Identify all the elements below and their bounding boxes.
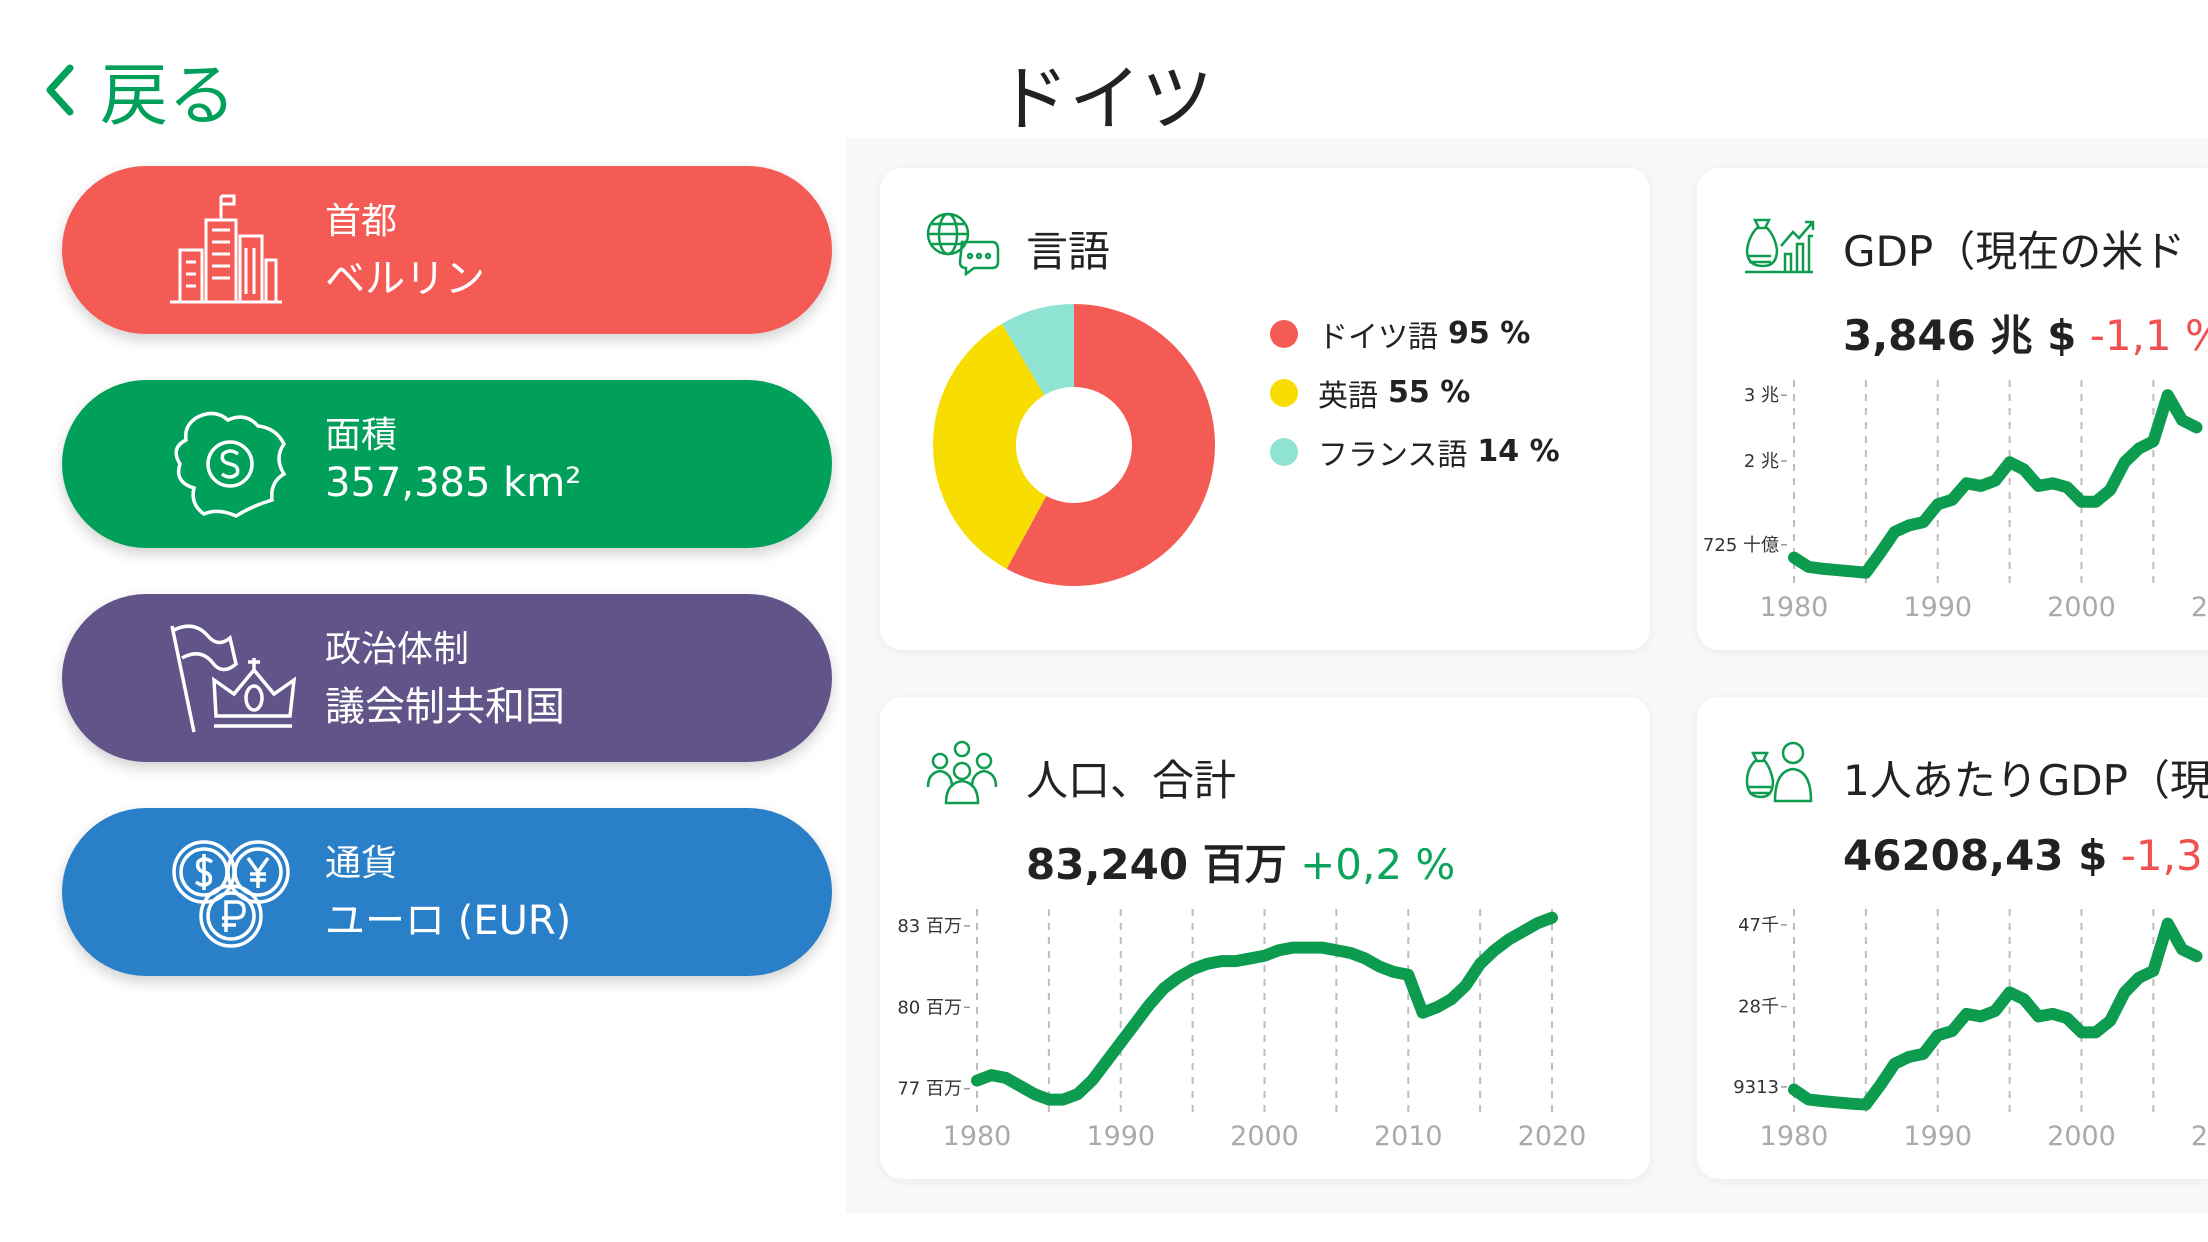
- line-chart: 1980 1990 2000 2010 725 十億 2 兆 3 兆: [1703, 380, 2208, 623]
- legend-label: ドイツ語: [1318, 319, 1438, 355]
- legend-swatch: [1270, 378, 1298, 407]
- y-tick-label: 3 兆: [1744, 385, 1779, 406]
- gdp-per-capita-icon: [1745, 741, 1813, 803]
- x-tick-label: 1990: [1086, 1121, 1155, 1152]
- headline-change: -1,3 %: [2120, 831, 2208, 880]
- legend-value: 14 %: [1477, 434, 1560, 469]
- fact-card: 政治体制 議会制共和国: [62, 594, 832, 762]
- x-tick-label: 2000: [2047, 1121, 2116, 1152]
- legend: ドイツ語 95 % 英語 55 % フランス語 14 %: [1270, 304, 1560, 481]
- fact-value: ベルリン: [325, 256, 485, 302]
- y-tick-label: 2 兆: [1744, 451, 1779, 472]
- x-tick-label: 1980: [1760, 592, 1829, 623]
- line-chart: 1980 1990 2000 2010 9313 28千 47千: [1733, 909, 2208, 1152]
- page-title: ドイツ: [0, 40, 2208, 145]
- card-title: 1人あたりGDP（現在: [1843, 756, 2208, 805]
- area-icon: [174, 411, 287, 518]
- legend-item: フランス語 14 %: [1270, 422, 1560, 481]
- card-title: GDP（現在の米ド: [1843, 227, 2186, 276]
- pie-slice: [1001, 304, 1074, 396]
- back-chevron: [46, 64, 74, 115]
- card-title: 言語: [1026, 227, 1111, 276]
- legend-item: ドイツ語 95 %: [1270, 304, 1560, 363]
- government-icon: [170, 624, 296, 733]
- back-button[interactable]: 戻る: [44, 40, 236, 139]
- headline: 83,240 百万 +0,2 %: [1026, 831, 1455, 892]
- y-tick-label: 77 百万: [897, 1079, 962, 1100]
- fact-label: 政治体制: [325, 629, 470, 670]
- data-line: [1788, 389, 2203, 579]
- x-tick-label: 2000: [1230, 1121, 1299, 1152]
- headline: 46208,43 $ -1,3 %: [1843, 831, 2208, 880]
- fact-value: 357,385 km²: [325, 460, 582, 506]
- y-tick-label: 725 十億: [1703, 535, 1779, 556]
- data-line: [971, 911, 1558, 1106]
- headline-value: 3,846 兆 $: [1843, 311, 2077, 360]
- legend-value: 95 %: [1448, 316, 1531, 351]
- x-tick-label: 2010: [1374, 1121, 1443, 1152]
- x-tick-label: 2020: [1518, 1121, 1587, 1152]
- fact-value: ユーロ (EUR): [325, 898, 572, 944]
- x-tick-label: 1990: [1903, 1121, 1972, 1152]
- legend-value: 55 %: [1388, 375, 1471, 410]
- headline-value: 46208,43 $: [1843, 831, 2108, 880]
- gdp-icon: [1745, 218, 1815, 274]
- y-tick-label: 83 百万: [897, 916, 962, 937]
- data-line: [1788, 917, 2203, 1111]
- fact-label: 面積: [325, 415, 398, 456]
- gdp-per-capita-card: 1人あたりGDP（現在 46208,43 $ -1,3 % 1980 1990 20…: [1697, 697, 2208, 1179]
- language-card: 言語 ドイツ語 95 % 英語 55 % フランス語 14 %: [880, 168, 1650, 650]
- population-icon: [926, 740, 998, 805]
- capital-icon: [170, 194, 282, 304]
- title-text: ドイツ: [996, 57, 1213, 141]
- headline-value: 83,240 百万: [1026, 840, 1287, 889]
- back-label: 戻る: [100, 57, 237, 136]
- legend-label: 英語: [1318, 378, 1378, 414]
- pie-chart: [933, 304, 1215, 586]
- line-chart: 1980 1990 2000 2010 2020 77 百万 80 百万 83 百万: [897, 909, 1587, 1152]
- x-tick-label: 2010: [2191, 1121, 2208, 1152]
- legend-swatch: [1270, 437, 1298, 466]
- fact-label: 通貨: [325, 843, 398, 884]
- headline-change: +0,2 %: [1300, 840, 1456, 889]
- fact-card: 首都 ベルリン: [62, 166, 832, 334]
- fact-card: 通貨 ユーロ (EUR): [62, 808, 832, 976]
- currency-icon: [172, 840, 290, 948]
- legend-label: フランス語: [1318, 437, 1468, 473]
- fact-label: 首都: [325, 201, 398, 242]
- x-tick-label: 1990: [1903, 592, 1972, 623]
- x-tick-label: 2000: [2047, 592, 2116, 623]
- pie-slice: [1006, 304, 1215, 586]
- y-tick-label: 80 百万: [897, 997, 962, 1018]
- y-tick-label: 47千: [1738, 915, 1779, 936]
- headline-change: -1,1 %: [2089, 311, 2208, 360]
- pie-slice: [933, 323, 1047, 569]
- language-icon: [926, 212, 1000, 276]
- card-title: 人口、合計: [1026, 756, 1237, 805]
- x-tick-label: 1980: [943, 1121, 1012, 1152]
- gdp-card: GDP（現在の米ド 3,846 兆 $ -1,1 % 1980 1990 2000 2…: [1697, 168, 2208, 650]
- population-card: 人口、合計 83,240 百万 +0,2 % 1980 1990 2000 2010 2…: [880, 697, 1650, 1179]
- headline: 3,846 兆 $ -1,1 %: [1843, 302, 2208, 363]
- y-tick-label: 28千: [1738, 997, 1779, 1018]
- x-tick-label: 1980: [1760, 1121, 1829, 1152]
- fact-card: 面積 357,385 km²: [62, 380, 832, 548]
- legend-item: 英語 55 %: [1270, 363, 1560, 422]
- y-tick-label: 9313: [1733, 1077, 1779, 1098]
- fact-value: 議会制共和国: [325, 684, 565, 730]
- legend-swatch: [1270, 319, 1298, 348]
- x-tick-label: 2010: [2191, 592, 2208, 623]
